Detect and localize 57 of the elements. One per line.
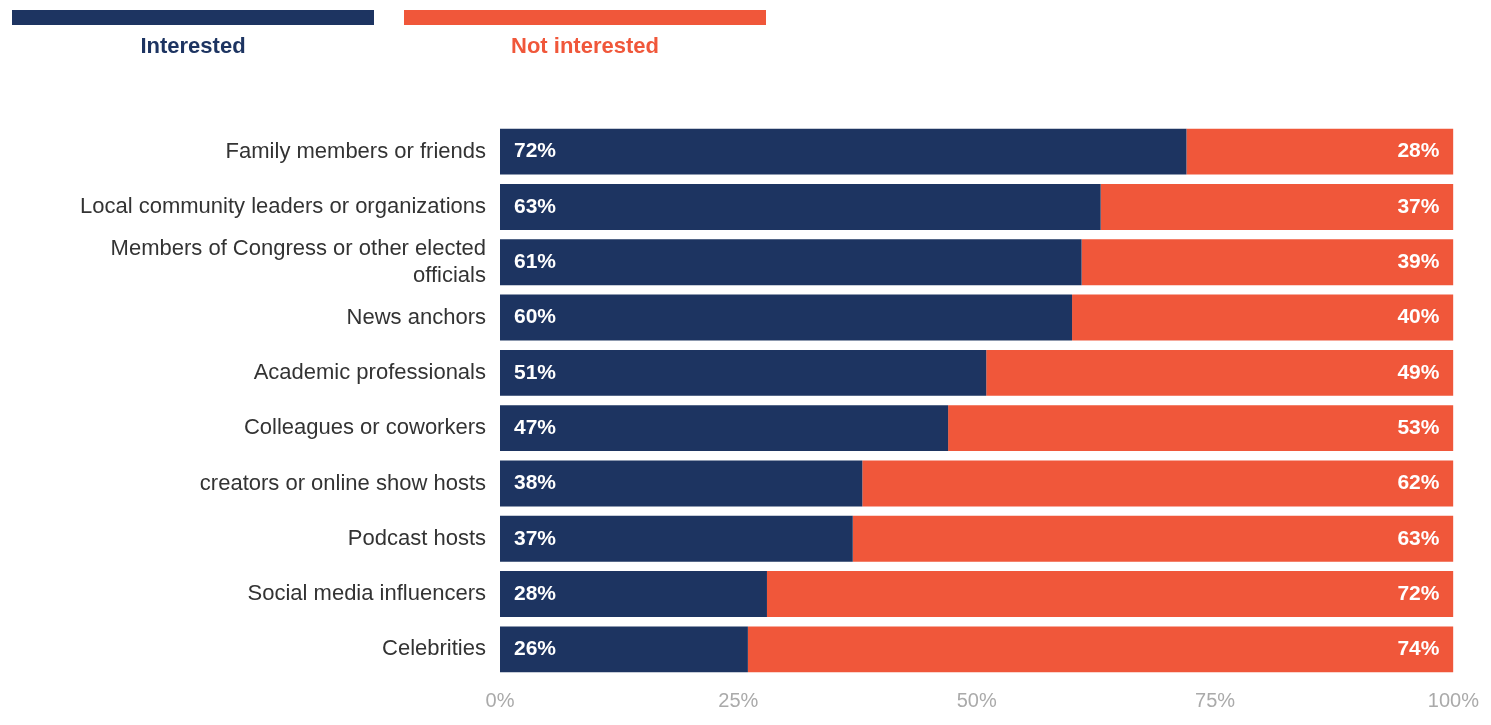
bar xyxy=(1186,128,1454,175)
data-label: 51% xyxy=(514,359,557,383)
bar xyxy=(862,460,1454,507)
bar xyxy=(500,239,1082,286)
data-label: 63% xyxy=(1397,525,1440,549)
x-tick-label: 50% xyxy=(956,688,997,711)
data-label: 72% xyxy=(1397,580,1440,604)
data-label: 61% xyxy=(514,249,557,273)
bar xyxy=(948,405,1454,452)
x-tick-label: 25% xyxy=(718,688,759,711)
data-label: 28% xyxy=(514,580,557,604)
bar xyxy=(500,184,1101,230)
y-tick-label: Academic professionals xyxy=(253,358,486,384)
bar xyxy=(500,128,1187,175)
x-tick-label: 100% xyxy=(1427,688,1480,711)
data-label: 40% xyxy=(1397,304,1440,328)
y-tick-label: Family members or friends xyxy=(225,137,486,163)
bar xyxy=(1081,239,1454,286)
text: Interested xyxy=(139,33,247,59)
data-label: 38% xyxy=(514,470,557,494)
data-label: 28% xyxy=(1397,138,1440,162)
data-label: 49% xyxy=(1397,359,1440,383)
y-tick-label: News anchors xyxy=(346,303,486,329)
bar xyxy=(500,294,1073,341)
y-tick-label: Podcast hosts xyxy=(347,524,486,550)
data-label: 60% xyxy=(514,304,557,328)
x-tick-label: 0% xyxy=(485,688,515,711)
bar xyxy=(986,349,1454,396)
bar xyxy=(747,626,1454,673)
y-tick-label: Members of Congress or other elected officials xyxy=(110,235,486,287)
data-label: 74% xyxy=(1397,636,1440,660)
text: Not interested xyxy=(510,33,660,59)
data-label: 72% xyxy=(514,138,557,162)
y-tick-label: Local community leaders or organizations xyxy=(80,193,486,219)
bar xyxy=(1072,294,1454,341)
data-label: 39% xyxy=(1397,249,1440,273)
data-label: 26% xyxy=(514,636,557,660)
data-label: 62% xyxy=(1397,470,1440,494)
y-tick-label: Colleagues or coworkers xyxy=(243,414,486,440)
data-label: 37% xyxy=(1397,193,1440,217)
data-label: 63% xyxy=(514,193,557,217)
bar xyxy=(500,515,853,562)
data-label: 47% xyxy=(514,414,557,438)
y-tick-label: creators or online show hosts xyxy=(199,469,486,495)
bar xyxy=(500,626,748,673)
bar xyxy=(1100,184,1454,230)
y-tick-label: Celebrities xyxy=(382,635,486,661)
x-tick-label: 75% xyxy=(1195,688,1236,711)
bar xyxy=(500,349,987,396)
bar xyxy=(852,515,1454,562)
bar xyxy=(500,405,949,452)
bar xyxy=(500,460,863,507)
data-label: 37% xyxy=(514,525,557,549)
data-label: 53% xyxy=(1397,414,1440,438)
bar xyxy=(500,571,767,617)
y-tick-label: Social media influencers xyxy=(247,580,486,606)
bar xyxy=(766,571,1454,617)
